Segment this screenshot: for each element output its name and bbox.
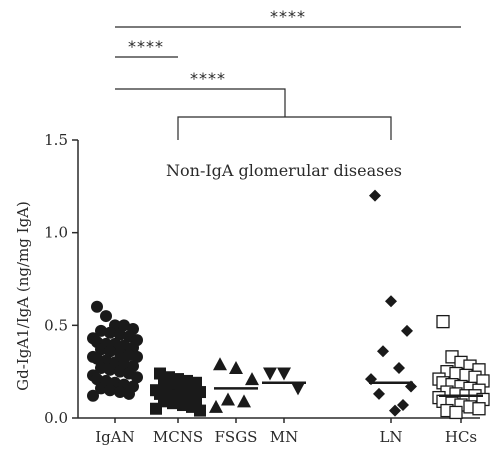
data-point-diamond [397,399,409,412]
data-point-triangle-down [291,382,305,396]
x-tick-label: FSGS [215,428,258,446]
data-point-circle [114,386,126,399]
data-points [87,189,490,420]
data-point-circle [118,319,130,332]
data-point-circle [114,328,126,341]
x-tick-label: HCs [445,428,477,446]
data-point-square [167,397,179,410]
data-point-circle [100,310,112,323]
bracket-igan-nonigA [115,88,286,117]
x-ticks: IgAN MCNS FSGS MN LN HCs [95,418,477,446]
sig-label-igan-mcns: **** [128,37,164,56]
x-tick-label: MN [270,428,298,446]
data-point-triangle-up [245,372,259,386]
data-point-diamond [373,387,385,400]
data-point-diamond [389,404,401,417]
data-point-circle [91,373,103,386]
data-point-square [194,404,206,417]
data-point-diamond [385,295,397,308]
data-point-circle [131,371,143,384]
x-tick-label: IgAN [95,428,135,446]
data-point-diamond [369,189,381,202]
data-point-square [167,380,179,393]
data-point-circle [123,387,135,400]
data-point-square [150,402,162,415]
data-point-circle [104,363,116,376]
y-tick-label: 1.0 [44,224,68,242]
bracket-group-nonigA [177,116,392,140]
x-tick-label: MCNS [153,428,203,446]
data-point-triangle-down [277,367,291,381]
data-point-circle [95,382,107,395]
y-axis-title: Gd-IgA1/IgA (ng/mg IgA) [14,201,32,391]
data-point-circle [104,326,116,339]
data-point-triangle-down [263,367,277,381]
data-point-open-square [449,405,463,420]
data-point-triangle-up [237,394,251,408]
y-tick-label: 1.5 [44,131,68,149]
group-label: Non-IgA glomerular diseases [166,161,402,180]
data-point-circle [114,347,126,360]
data-point-circle [104,345,116,358]
sig-label-igan-nonigA: **** [190,69,226,88]
data-point-diamond [401,324,413,337]
data-point-triangle-up [209,399,223,413]
sig-label-igan-hcs: **** [270,7,306,26]
data-point-diamond [393,361,405,374]
y-tick-label: 0.0 [44,409,68,427]
data-point-triangle-up [229,360,243,374]
y-tick-label: 0.5 [44,316,68,334]
y-ticks: 0.0 0.5 1.0 1.5 [44,131,78,427]
data-point-triangle-up [213,357,227,371]
data-point-open-square [472,402,486,416]
significance-brackets [115,26,461,140]
data-point-diamond [377,345,389,358]
data-point-circle [95,324,107,337]
data-point-circle [104,384,116,397]
data-point-circle [95,343,107,356]
median-lines [93,357,483,398]
data-point-circle [95,361,107,374]
data-point-circle [91,300,103,313]
x-tick-label: LN [379,428,402,446]
data-point-circle [114,365,126,378]
data-point-open-square [436,314,450,329]
data-point-circle [87,389,99,402]
data-point-triangle-up [221,392,235,406]
